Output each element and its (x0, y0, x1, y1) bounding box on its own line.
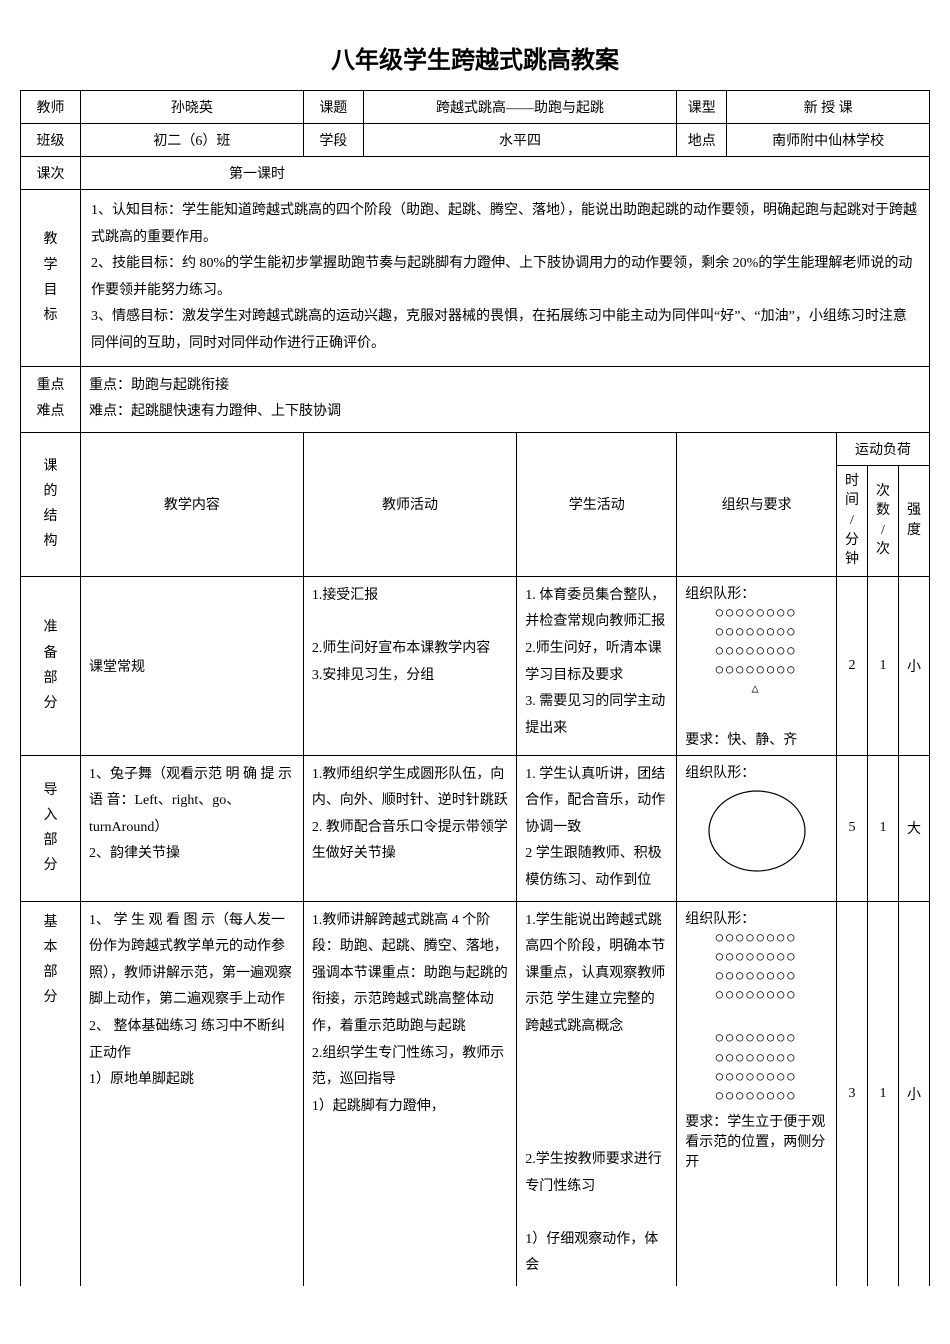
col-header-row-1: 课的结构 教学内容 教师活动 学生活动 组织与要求 运动负荷 (21, 432, 930, 465)
basic-formation-2: ○○○○○○○○ ○○○○○○○○ ○○○○○○○○ ○○○○○○○○ (685, 1028, 828, 1105)
prep-org-title: 组织队形： (685, 583, 828, 603)
intro-row: 导入部分 1、兔子舞（观看示范 明 确 提 示 语 音：Left、right、g… (21, 755, 930, 901)
prep-reps: 1 (867, 576, 898, 755)
intro-intensity: 大 (898, 755, 929, 901)
difficulty: 难点：起跳腿快速有力蹬伸、上下肢协调 (89, 399, 921, 426)
keypoint: 重点：助跑与起跳衔接 (89, 373, 921, 400)
basic-org: 组织队形： ○○○○○○○○ ○○○○○○○○ ○○○○○○○○ ○○○○○○○… (677, 901, 837, 1286)
prep-formation: ○○○○○○○○ ○○○○○○○○ ○○○○○○○○ ○○○○○○○○ △ (685, 603, 828, 699)
intro-label: 导入部分 (21, 755, 81, 901)
val-location: 南师附中仙林学校 (727, 124, 930, 157)
label-session: 课次 (21, 157, 81, 190)
prep-content: 课堂常规 (81, 576, 304, 755)
intro-content: 1、兔子舞（观看示范 明 确 提 示 语 音：Left、right、go、tur… (81, 755, 304, 901)
goals-cell: 1、认知目标：学生能知道跨越式跳高的四个阶段（助跑、起跳、腾空、落地），能说出助… (81, 190, 930, 367)
label-teacher: 教师 (21, 91, 81, 124)
header-row-2: 班级 初二（6）班 学段 水平四 地点 南师附中仙林学校 (21, 124, 930, 157)
basic-intensity: 小 (898, 901, 929, 1286)
col-intensity: 强度 (898, 465, 929, 576)
intro-org-title: 组织队形： (685, 762, 828, 782)
label-type: 课型 (677, 91, 727, 124)
basic-row: 基本部分 1、 学 生 观 看 图 示（每人发一份作为跨越式教学单元的动作参照）… (21, 901, 930, 1286)
header-row-1: 教师 孙晓英 课题 跨越式跳高——助跑与起跳 课型 新 授 课 (21, 91, 930, 124)
label-keypoints: 重点 难点 (21, 366, 81, 432)
keypoints-cell: 重点：助跑与起跳衔接 难点：起跳腿快速有力蹬伸、上下肢协调 (81, 366, 930, 432)
val-topic: 跨越式跳高——助跑与起跳 (363, 91, 676, 124)
goals-row: 教学目标 1、认知目标：学生能知道跨越式跳高的四个阶段（助跑、起跳、腾空、落地）… (21, 190, 930, 367)
goal-2: 2、技能目标：约 80%的学生能初步掌握助跑节奏与起跳脚有力蹬伸、上下肢协调用力… (91, 251, 919, 304)
circle-formation-icon (702, 786, 812, 876)
label-topic: 课题 (303, 91, 363, 124)
prep-intensity: 小 (898, 576, 929, 755)
label-stage: 学段 (303, 124, 363, 157)
basic-formation-1: ○○○○○○○○ ○○○○○○○○ ○○○○○○○○ ○○○○○○○○ (685, 928, 828, 1005)
intro-time: 5 (836, 755, 867, 901)
col-structure: 课的结构 (21, 432, 81, 576)
val-stage: 水平四 (363, 124, 676, 157)
keypoints-row: 重点 难点 重点：助跑与起跳衔接 难点：起跳腿快速有力蹬伸、上下肢协调 (21, 366, 930, 432)
basic-student: 1.学生能说出跨越式跳高四个阶段，明确本节课重点，认真观察教师示范 学生建立完整… (517, 901, 677, 1286)
col-org: 组织与要求 (677, 432, 837, 576)
basic-time: 3 (836, 901, 867, 1286)
col-reps: 次数 /次 (867, 465, 898, 576)
basic-org-title: 组织队形： (685, 908, 828, 928)
page-title: 八年级学生跨越式跳高教案 (20, 40, 930, 75)
prep-teacher: 1.接受汇报 2.师生问好宣布本课教学内容 3.安排见习生，分组 (303, 576, 516, 755)
val-type: 新 授 课 (727, 91, 930, 124)
col-teacher-act: 教师活动 (303, 432, 516, 576)
val-teacher: 孙晓英 (81, 91, 304, 124)
intro-org: 组织队形： (677, 755, 837, 901)
prep-req: 要求：快、静、齐 (685, 729, 828, 749)
basic-teacher: 1.教师讲解跨越式跳高 4 个阶段：助跑、起跳、腾空、落地，强调本节课重点：助跑… (303, 901, 516, 1286)
label-goals: 教学目标 (21, 190, 81, 367)
basic-reps: 1 (867, 901, 898, 1286)
intro-student: 1. 学生认真听讲，团结合作，配合音乐，动作协调一致 2 学生跟随教师、积极模仿… (517, 755, 677, 901)
col-student-act: 学生活动 (517, 432, 677, 576)
prep-org: 组织队形： ○○○○○○○○ ○○○○○○○○ ○○○○○○○○ ○○○○○○○… (677, 576, 837, 755)
col-load: 运动负荷 (836, 432, 929, 465)
prep-row: 准备部分 课堂常规 1.接受汇报 2.师生问好宣布本课教学内容 3.安排见习生，… (21, 576, 930, 755)
prep-label: 准备部分 (21, 576, 81, 755)
basic-content: 1、 学 生 观 看 图 示（每人发一份作为跨越式教学单元的动作参照），教师讲解… (81, 901, 304, 1286)
label-location: 地点 (677, 124, 727, 157)
prep-student: 1. 体育委员集合整队，并检查常规向教师汇报 2.师生问好，听清本课学习目标及要… (517, 576, 677, 755)
col-content: 教学内容 (81, 432, 304, 576)
goal-3: 3、情感目标：激发学生对跨越式跳高的运动兴趣，克服对器械的畏惧，在拓展练习中能主… (91, 304, 919, 357)
goal-1: 1、认知目标：学生能知道跨越式跳高的四个阶段（助跑、起跳、腾空、落地），能说出助… (91, 198, 919, 251)
val-session: 第一课时 (81, 157, 930, 190)
intro-teacher: 1.教师组织学生成圆形队伍，向内、向外、顺时针、逆时针跳跃 2. 教师配合音乐口… (303, 755, 516, 901)
label-class: 班级 (21, 124, 81, 157)
intro-reps: 1 (867, 755, 898, 901)
basic-label: 基本部分 (21, 901, 81, 1286)
header-row-3: 课次 第一课时 (21, 157, 930, 190)
lesson-plan-table: 教师 孙晓英 课题 跨越式跳高——助跑与起跳 课型 新 授 课 班级 初二（6）… (20, 90, 930, 1286)
basic-req: 要求：学生立于便于观看示范的位置，两侧分开 (685, 1111, 828, 1171)
prep-time: 2 (836, 576, 867, 755)
col-time: 时间/分钟 (836, 465, 867, 576)
val-class: 初二（6）班 (81, 124, 304, 157)
